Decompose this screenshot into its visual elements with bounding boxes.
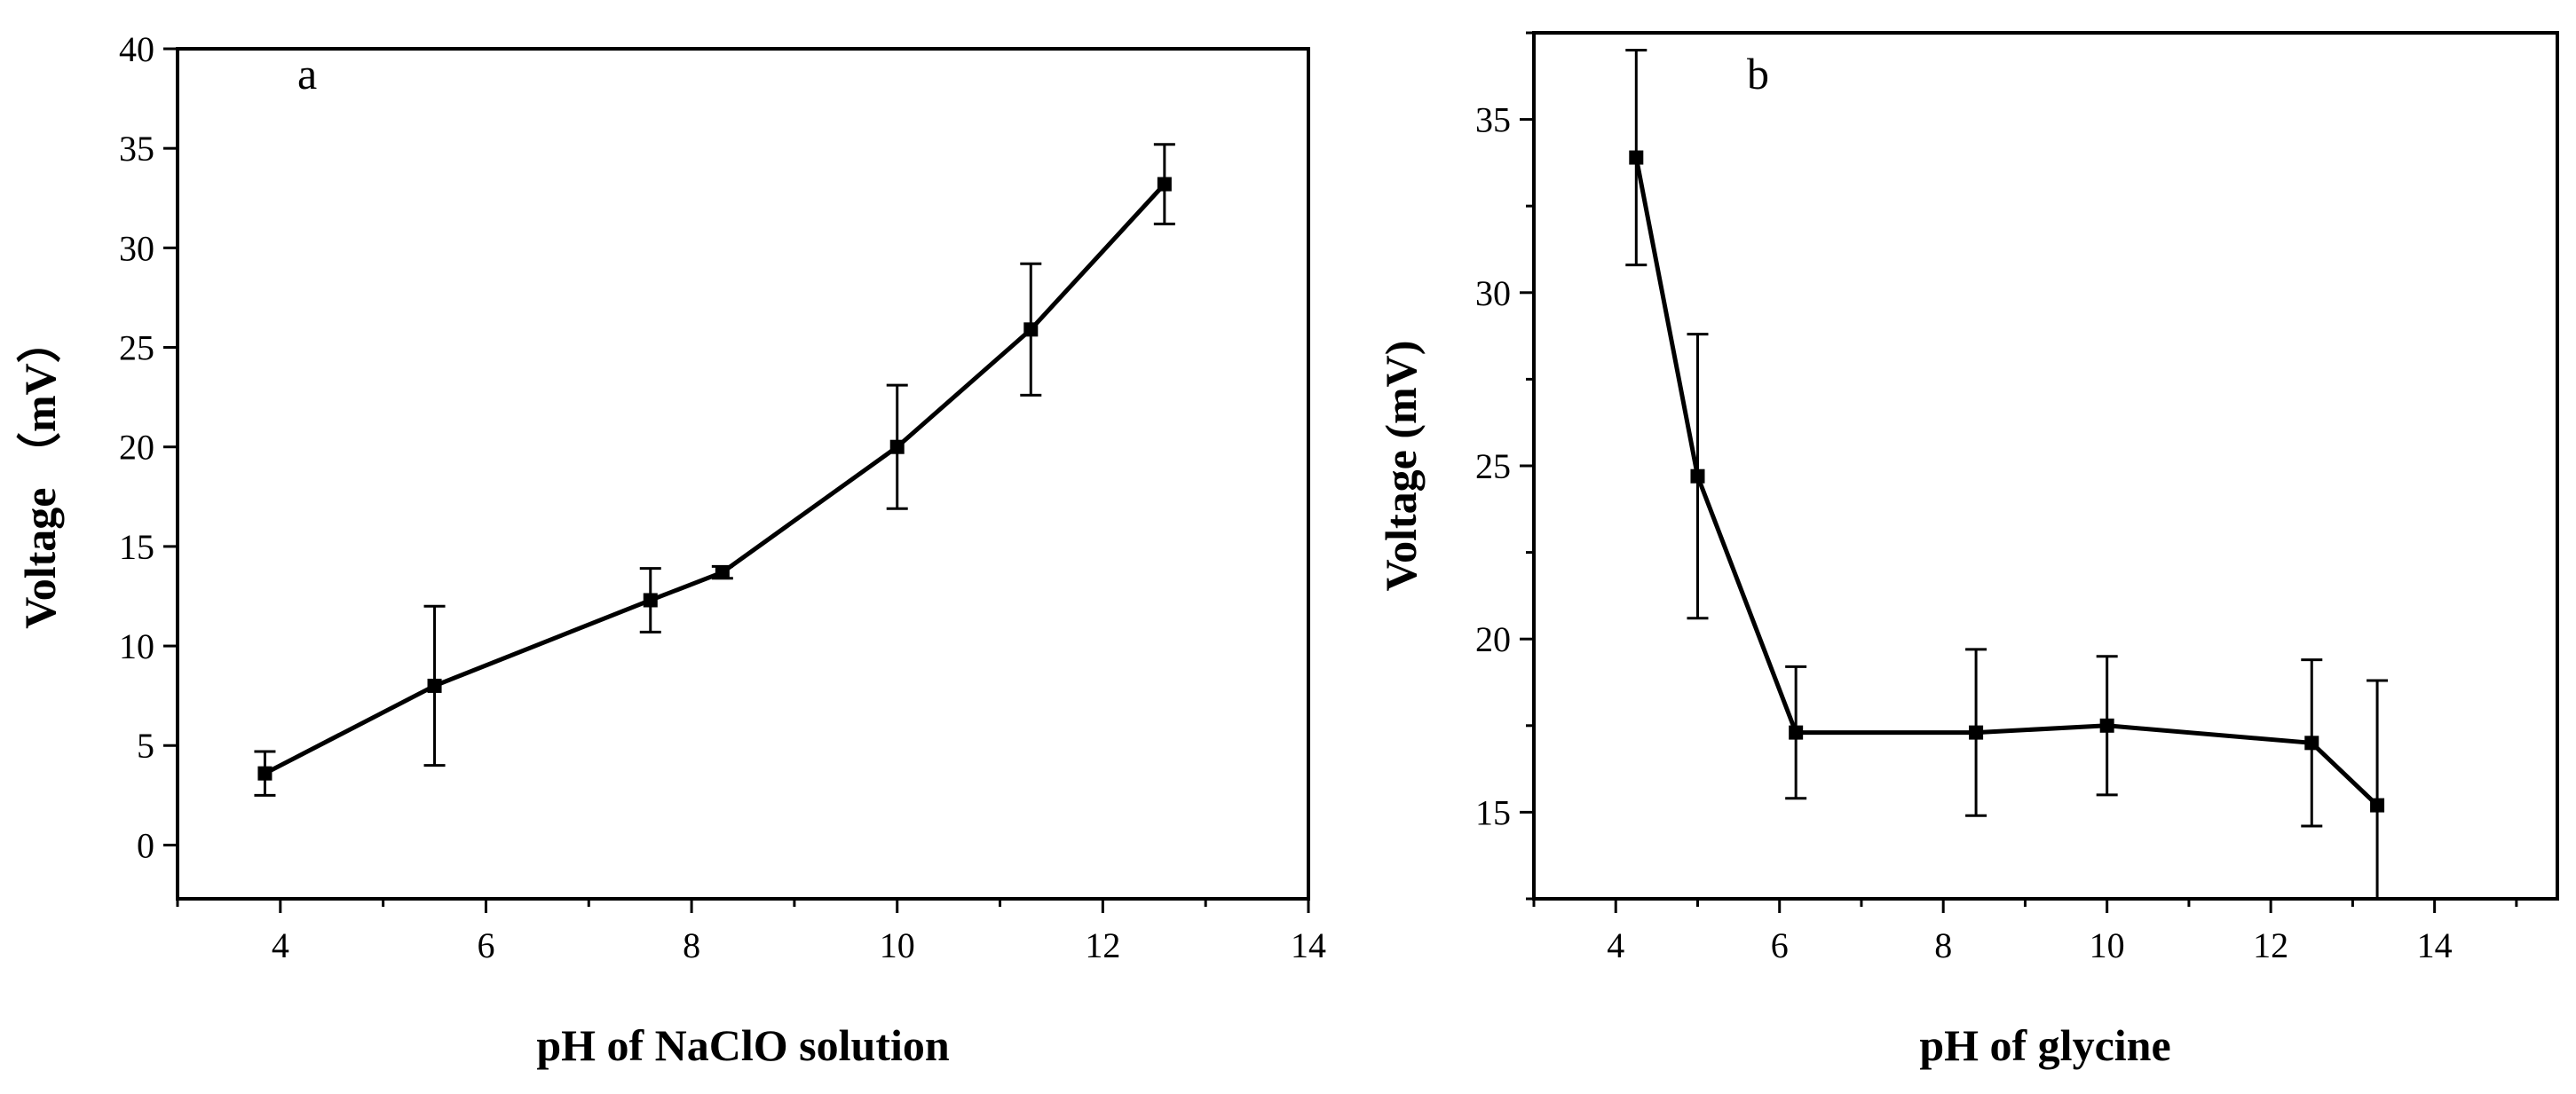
data-point-b-5 (2304, 736, 2319, 751)
y-tick-label-b-20: 20 (1475, 619, 1511, 659)
data-point-b-0 (1629, 150, 1644, 165)
panel-label-b: b (1747, 49, 1769, 98)
x-tick-label-b-12: 12 (2253, 925, 2288, 965)
x-tick-label-a-12: 12 (1085, 925, 1120, 965)
y-tick-label-a-10: 10 (119, 626, 154, 666)
y-tick-label-b-25: 25 (1475, 446, 1511, 486)
panel-label-a: a (297, 49, 317, 98)
x-tick-label-a-8: 8 (683, 925, 700, 965)
chart-panel-a: 0 5 10 15 20 25 30 35 40 4 6 8 10 12 14 a pH of NaClO… (15, 29, 1326, 1070)
data-point-a-3 (715, 565, 730, 580)
y-tick-label-b-30: 30 (1475, 273, 1511, 313)
data-point-a-0 (257, 766, 273, 781)
x-tick-label-b-4: 4 (1607, 925, 1624, 965)
y-tick-label-a-0: 0 (137, 825, 154, 865)
x-tick-label-b-8: 8 (1934, 925, 1952, 965)
x-axis-title-a: pH of NaClO solution (536, 1020, 950, 1070)
data-point-b-6 (2370, 798, 2385, 813)
series-a (254, 143, 1175, 797)
data-point-b-4 (2099, 718, 2114, 733)
x-tick-label-a-14: 14 (1291, 925, 1326, 965)
data-point-a-1 (427, 678, 442, 693)
x-tick-label-b-10: 10 (2090, 925, 2125, 965)
y-axis-a: 0 5 10 15 20 25 30 35 40 (119, 29, 178, 865)
x-tick-label-a-6: 6 (477, 925, 494, 965)
x-axis-a: 4 6 8 10 12 14 (176, 899, 1326, 965)
data-point-a-2 (643, 593, 658, 608)
x-tick-label-b-14: 14 (2417, 925, 2453, 965)
x-tick-label-a-4: 4 (272, 925, 289, 965)
data-point-a-4 (889, 439, 905, 454)
data-point-b-1 (1690, 468, 1705, 484)
plot-area-a (176, 47, 1310, 901)
y-tick-label-a-35: 35 (119, 129, 154, 169)
data-point-a-6 (1157, 177, 1172, 192)
y-tick-label-a-20: 20 (119, 428, 154, 468)
y-tick-label-a-30: 30 (119, 228, 154, 268)
y-tick-label-a-40: 40 (119, 29, 154, 69)
y-axis-b: 15 20 25 30 35 (1475, 31, 1534, 901)
data-point-b-3 (1969, 725, 1984, 740)
series-line-b (1633, 157, 2379, 807)
plot-area-b (1532, 31, 2559, 901)
data-point-b-2 (1789, 725, 1804, 740)
y-tick-label-b-15: 15 (1475, 792, 1511, 832)
series-b (1625, 49, 2389, 899)
x-axis-title-b: pH of glycine (1919, 1020, 2170, 1070)
y-tick-label-a-15: 15 (119, 527, 154, 567)
y-axis-title-b: Voltage (mV) (1376, 341, 1426, 592)
x-tick-label-a-10: 10 (880, 925, 915, 965)
x-axis-b: 4 6 8 10 12 14 (1532, 899, 2518, 965)
data-point-a-5 (1023, 322, 1039, 337)
y-tick-label-a-5: 5 (137, 726, 154, 766)
chart-panel-b: 15 20 25 30 35 4 6 8 10 12 14 b pH of glycine Vol… (1376, 31, 2559, 1070)
y-axis-title-a: Voltage （mV） (15, 319, 65, 629)
y-tick-label-a-25: 25 (119, 328, 154, 368)
y-tick-label-b-35: 35 (1475, 100, 1511, 140)
x-tick-label-b-6: 6 (1771, 925, 1789, 965)
